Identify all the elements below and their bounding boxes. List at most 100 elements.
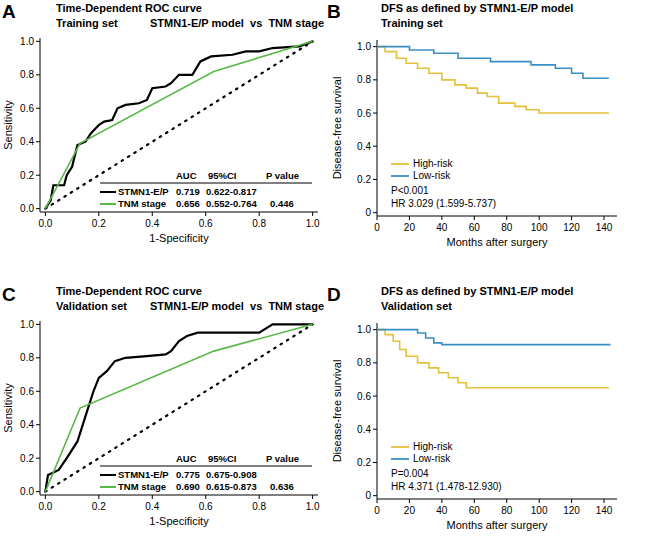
x-axis bbox=[377, 216, 617, 217]
x-tick bbox=[506, 499, 507, 503]
x-tick-label: 60 bbox=[469, 505, 481, 516]
y-tick-label: 0.6 bbox=[357, 391, 371, 402]
y-tick bbox=[373, 495, 377, 496]
x-tick-label: 0.4 bbox=[145, 218, 159, 229]
annotation: HR 4.371 (1.478-12.930) bbox=[391, 481, 502, 492]
x-tick bbox=[377, 216, 378, 220]
x-tick bbox=[604, 216, 605, 220]
x-tick-label: 0.2 bbox=[92, 218, 106, 229]
series-line bbox=[377, 330, 611, 345]
series-line bbox=[377, 47, 609, 113]
legend-swatch bbox=[391, 458, 409, 460]
y-tick bbox=[36, 458, 40, 459]
y-tick bbox=[373, 179, 377, 180]
y-tick-label: 0.8 bbox=[20, 69, 34, 80]
y-tick-label: 0.2 bbox=[20, 170, 34, 181]
x-tick-label: 0.0 bbox=[38, 501, 52, 512]
y-tick bbox=[373, 429, 377, 430]
subtitle: Training set bbox=[56, 17, 118, 29]
y-tick-label: 0 bbox=[365, 490, 371, 501]
x-tick bbox=[205, 212, 206, 216]
p-value: 0.446 bbox=[270, 198, 294, 209]
x-tick bbox=[259, 212, 260, 216]
auc-value: 0.690 bbox=[176, 481, 200, 492]
auc-value: 0.719 bbox=[176, 186, 200, 197]
legend-swatch bbox=[100, 474, 116, 476]
x-tick-label: 1.0 bbox=[306, 501, 320, 512]
x-tick bbox=[152, 495, 153, 499]
title: DFS as defined by STMN1-E/P model bbox=[381, 2, 573, 14]
ci-value: 0.552-0.764 bbox=[206, 198, 257, 209]
y-tick bbox=[36, 175, 40, 176]
y-tick bbox=[373, 79, 377, 80]
auc-value: 0.775 bbox=[176, 469, 200, 480]
series-line bbox=[377, 330, 609, 388]
y-tick bbox=[373, 462, 377, 463]
y-tick-label: 1.0 bbox=[20, 319, 34, 330]
legend-label: High-risk bbox=[413, 158, 453, 169]
series-line bbox=[45, 324, 312, 491]
comparison: STMN1-E/P model vs TNM stage bbox=[150, 300, 324, 312]
figure: ATime-Dependent ROC curveTraining setSTM… bbox=[0, 0, 650, 559]
x-tick-label: 140 bbox=[596, 222, 613, 233]
y-tick-label: 1.0 bbox=[20, 36, 34, 47]
x-tick-label: 0.8 bbox=[252, 501, 266, 512]
y-tick bbox=[36, 108, 40, 109]
y-tick bbox=[373, 212, 377, 213]
x-tick-label: 140 bbox=[596, 505, 613, 516]
x-axis bbox=[377, 499, 617, 500]
plot-area bbox=[377, 47, 609, 113]
y-tick-label: 0.6 bbox=[357, 108, 371, 119]
table-header: P value bbox=[266, 170, 299, 181]
panel-label: B bbox=[327, 1, 341, 22]
table-rule bbox=[100, 466, 312, 467]
y-tick bbox=[36, 324, 40, 325]
x-tick-label: 20 bbox=[404, 505, 416, 516]
x-tick-label: 20 bbox=[404, 222, 416, 233]
x-tick bbox=[312, 212, 313, 216]
x-tick bbox=[312, 495, 313, 499]
x-tick-label: 100 bbox=[531, 505, 548, 516]
x-tick-label: 120 bbox=[563, 505, 580, 516]
x-axis-label: Months after surgery bbox=[447, 519, 548, 531]
y-tick-label: 0.8 bbox=[357, 74, 371, 85]
y-tick-label: 1.0 bbox=[357, 41, 371, 52]
x-tick bbox=[45, 495, 46, 499]
x-tick-label: 1.0 bbox=[306, 218, 320, 229]
plot-area bbox=[45, 41, 312, 208]
table-header: AUC bbox=[176, 170, 197, 181]
y-tick-label: 0.2 bbox=[20, 453, 34, 464]
auc-value: 0.656 bbox=[176, 198, 200, 209]
ci-value: 0.675-0.908 bbox=[206, 469, 257, 480]
x-tick bbox=[409, 216, 410, 220]
x-axis bbox=[40, 495, 318, 496]
x-tick bbox=[409, 499, 410, 503]
x-tick bbox=[377, 499, 378, 503]
panel-label: C bbox=[2, 284, 16, 305]
panel: CTime-Dependent ROC curveValidation setS… bbox=[2, 284, 324, 527]
x-tick bbox=[152, 212, 153, 216]
y-tick bbox=[36, 357, 40, 358]
y-axis bbox=[40, 321, 41, 495]
table-rule bbox=[100, 183, 312, 184]
y-tick-label: 0.4 bbox=[357, 141, 371, 152]
x-tick-label: 0.6 bbox=[199, 218, 213, 229]
x-tick bbox=[474, 499, 475, 503]
y-axis-label: Disease-free survival bbox=[331, 77, 343, 180]
reference-diagonal bbox=[45, 41, 312, 208]
x-tick bbox=[98, 212, 99, 216]
x-tick bbox=[441, 216, 442, 220]
y-tick-label: 0.0 bbox=[20, 486, 34, 497]
x-tick bbox=[98, 495, 99, 499]
y-tick-label: 0.8 bbox=[357, 357, 371, 368]
y-tick bbox=[36, 141, 40, 142]
x-tick-label: 0.0 bbox=[38, 218, 52, 229]
y-tick bbox=[373, 362, 377, 363]
y-axis-label: Disease-free survival bbox=[331, 360, 343, 463]
annotation: P<0.001 bbox=[391, 185, 429, 196]
x-tick bbox=[539, 499, 540, 503]
y-tick-label: 1.0 bbox=[357, 324, 371, 335]
table-header: AUC bbox=[176, 453, 197, 464]
legend-swatch bbox=[100, 203, 116, 205]
x-tick-label: 0.4 bbox=[145, 501, 159, 512]
